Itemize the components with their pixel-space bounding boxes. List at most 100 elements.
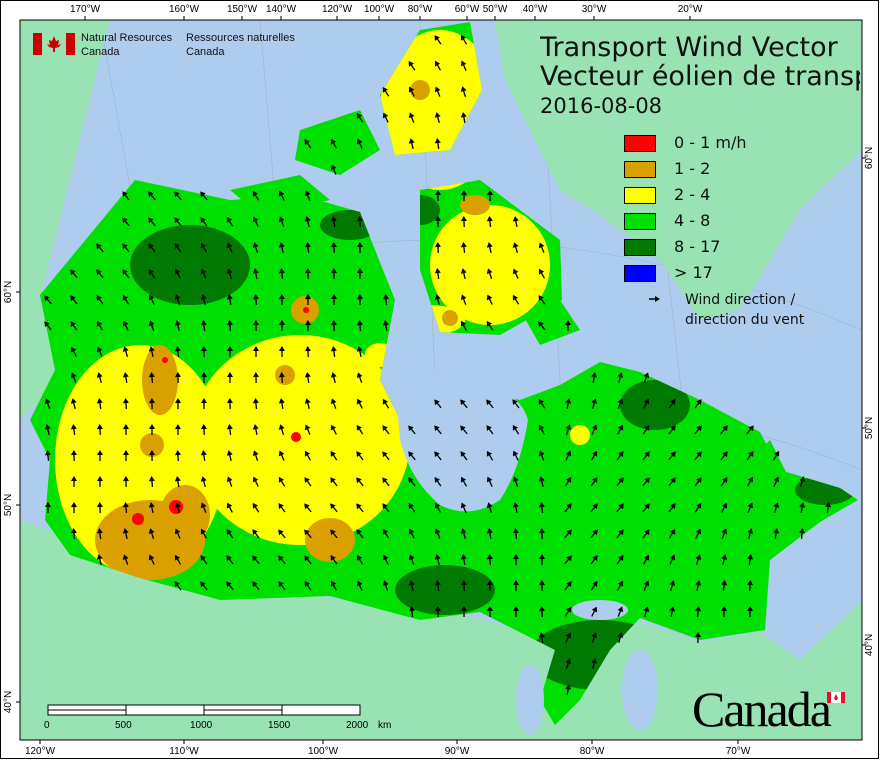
wind-arrow <box>720 425 728 435</box>
wind-arrow <box>252 320 259 332</box>
wind-arrow <box>304 216 311 228</box>
wind-arrow <box>278 398 285 410</box>
wind-arrow <box>695 632 702 644</box>
wind-arrow <box>330 424 337 435</box>
wind-arrow <box>226 529 234 539</box>
wind-arrow <box>382 528 390 539</box>
wind-arrow <box>721 528 728 539</box>
wind-arrow <box>200 346 207 358</box>
wind-arrow <box>330 451 338 461</box>
wind-arrow <box>200 294 207 306</box>
top-axis-label: 40°W <box>523 4 548 15</box>
wind-arrow <box>148 502 155 514</box>
wind-arrow <box>538 580 545 592</box>
wind-zone <box>570 425 590 445</box>
canada-wordmark: Canada <box>692 681 832 737</box>
wind-zone <box>442 310 458 326</box>
bottom-axis-label: 80°W <box>580 746 605 757</box>
legend-label: > 17 <box>674 263 713 282</box>
bottom-axis-label: 90°W <box>445 746 470 757</box>
wind-arrow <box>252 242 259 253</box>
wind-arrow <box>668 503 676 513</box>
wind-arrow <box>70 528 77 540</box>
wind-arrow <box>330 398 337 409</box>
wind-arrow <box>304 529 312 539</box>
wind-arrow <box>148 346 155 358</box>
wind-arrow <box>590 503 598 513</box>
wind-arrow <box>330 138 338 149</box>
top-axis-label: 20°W <box>678 4 703 15</box>
wind-arrow <box>408 61 416 71</box>
wind-arrow <box>148 528 155 539</box>
wind-arrow <box>200 476 207 488</box>
wind-arrow <box>564 555 572 565</box>
wind-arrow <box>408 477 416 487</box>
wind-arrow <box>252 581 260 591</box>
wind-arrow <box>304 424 311 435</box>
legend-swatch <box>624 161 656 178</box>
wind-arrow <box>122 450 129 462</box>
wind-arrow <box>434 216 441 228</box>
wind-arrow <box>382 320 389 332</box>
wind-arrow <box>486 320 494 331</box>
wind-arrow <box>96 476 103 488</box>
wind-arrow <box>174 372 181 384</box>
wind-arrow <box>356 477 364 487</box>
legend-label: 1 - 2 <box>674 159 711 178</box>
wind-zone <box>305 518 355 562</box>
wind-arrow <box>122 243 130 253</box>
wind-arrow <box>460 320 467 331</box>
legend-label: 2 - 4 <box>674 185 711 204</box>
wind-arrow <box>44 502 51 514</box>
wind-arrow <box>252 216 259 227</box>
wind-arrow <box>148 554 155 565</box>
wind-arrow <box>486 502 493 513</box>
wind-arrow <box>174 450 181 462</box>
wind-arrow <box>747 606 754 618</box>
wind-arrow <box>486 554 493 566</box>
wind-arrow <box>512 502 519 514</box>
wind-arrow <box>747 528 754 539</box>
wind-arrow <box>408 580 415 592</box>
wind-arrow <box>486 399 494 409</box>
wind-arrow <box>721 580 728 592</box>
wind-arrow <box>460 606 467 618</box>
wind-arrow <box>304 398 311 409</box>
wind-arrow <box>434 35 442 45</box>
wind-arrow <box>460 268 467 280</box>
scale-label: 2000 <box>346 720 369 731</box>
wind-arrow <box>148 268 156 279</box>
wind-arrow <box>330 529 338 539</box>
wind-arrow <box>226 555 234 565</box>
wind-arrow <box>70 502 77 514</box>
bottom-axis-label: 70°W <box>726 746 751 757</box>
wind-arrow <box>565 658 572 669</box>
wind-arrow <box>408 502 416 513</box>
wind-arrow <box>565 398 572 410</box>
wind-arrow <box>669 606 676 618</box>
title-en: Transport Wind Vector <box>540 32 838 63</box>
wind-arrow <box>565 450 572 461</box>
wind-arrow <box>356 529 364 539</box>
bottom-axis-label: 120°W <box>25 746 56 757</box>
wind-arrow <box>565 424 572 435</box>
wind-arrow <box>590 580 598 591</box>
wind-arrow <box>174 398 181 410</box>
wind-zone <box>140 433 164 457</box>
wind-arrow <box>122 476 129 488</box>
wind-arrow <box>70 398 77 410</box>
wind-arrow <box>486 190 493 202</box>
wind-arrow <box>226 450 233 462</box>
wind-arrow <box>278 581 286 591</box>
scale-unit: km <box>378 720 391 731</box>
wind-arrow <box>148 398 155 410</box>
wind-arrow <box>44 424 51 436</box>
wind-arrow <box>226 581 234 591</box>
wind-arrow <box>356 242 363 254</box>
wind-arrow <box>122 346 129 357</box>
wind-arrow <box>720 451 728 461</box>
wind-arrow <box>669 580 676 591</box>
wind-arrow <box>617 632 624 644</box>
top-axis-label: 150°W <box>227 4 258 15</box>
